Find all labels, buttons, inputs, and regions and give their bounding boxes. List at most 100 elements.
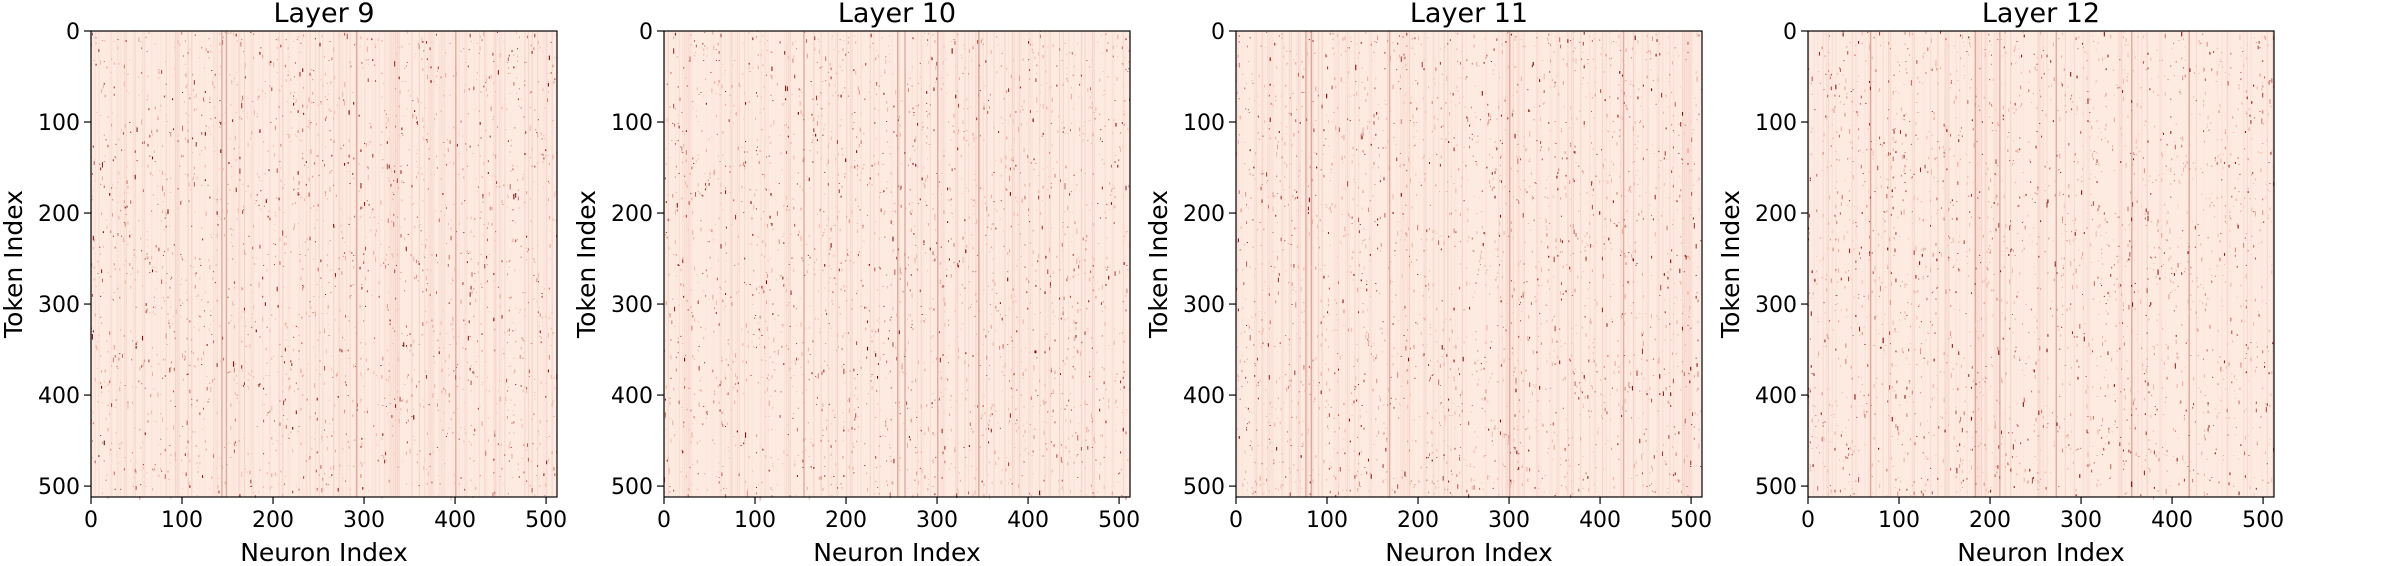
activation-cell xyxy=(735,377,737,379)
activation-cell xyxy=(838,211,840,213)
activation-cell xyxy=(1070,122,1072,124)
activation-cell xyxy=(233,324,235,329)
activation-cell xyxy=(512,164,514,167)
activation-cell xyxy=(457,335,459,337)
neuron-column-shade xyxy=(995,31,996,497)
activation-cell xyxy=(255,200,257,202)
activation-cell xyxy=(545,154,547,157)
activation-cell xyxy=(160,413,162,415)
activation-cell xyxy=(373,425,375,427)
activation-cell xyxy=(396,249,398,251)
activation-cell xyxy=(753,270,755,272)
activation-cell xyxy=(243,385,245,387)
activation-cell xyxy=(545,149,547,152)
activation-cell xyxy=(477,263,479,266)
activation-cell xyxy=(1029,424,1031,426)
activation-cell xyxy=(162,358,164,361)
heatmap-cells xyxy=(91,31,558,501)
activation-cell xyxy=(871,374,873,376)
neuron-column-shade xyxy=(1113,31,1115,497)
activation-cell xyxy=(320,101,322,102)
activation-cell xyxy=(536,132,538,133)
activation-cell xyxy=(732,64,734,66)
activation-cell xyxy=(882,152,884,154)
activation-cell xyxy=(1077,476,1079,478)
activation-cell xyxy=(436,403,438,407)
activation-cell xyxy=(109,193,111,196)
activation-cell xyxy=(469,251,471,254)
activation-cell xyxy=(497,390,499,392)
activation-cell xyxy=(458,438,460,440)
activation-cell xyxy=(144,258,146,260)
activation-cell xyxy=(867,393,869,395)
activation-cell xyxy=(415,116,418,120)
activation-cell xyxy=(475,298,477,303)
activation-cell xyxy=(856,398,859,400)
activation-cell xyxy=(308,177,310,182)
activation-cell xyxy=(1064,318,1066,321)
activation-cell xyxy=(352,260,354,262)
activation-cell xyxy=(910,228,912,233)
activation-cell xyxy=(243,310,245,314)
activation-cell xyxy=(995,461,997,466)
activation-cell xyxy=(480,323,482,325)
activation-cell xyxy=(824,172,826,173)
activation-cell xyxy=(329,41,331,42)
activation-cell xyxy=(770,272,772,274)
activation-cell xyxy=(917,104,920,106)
activation-cell xyxy=(669,316,671,318)
activation-cell xyxy=(511,454,513,459)
activation-cell xyxy=(981,480,983,483)
activation-cell xyxy=(752,233,754,236)
activation-cell xyxy=(883,342,885,345)
activation-cell xyxy=(932,251,934,255)
activation-cell xyxy=(195,142,197,147)
activation-cell xyxy=(339,464,341,467)
activation-cell xyxy=(669,313,671,317)
activation-cell xyxy=(112,299,114,301)
activation-cell xyxy=(852,298,854,300)
activation-cell xyxy=(440,210,442,213)
activation-cell xyxy=(734,445,737,447)
activation-cell xyxy=(326,82,328,84)
activation-cell xyxy=(1092,275,1094,279)
strong-neuron-column xyxy=(225,31,228,497)
activation-cell xyxy=(923,243,925,244)
activation-cell xyxy=(1028,280,1030,284)
activation-cell xyxy=(950,428,952,432)
activation-cell xyxy=(854,35,856,37)
activation-cell xyxy=(1080,169,1082,172)
activation-cell xyxy=(306,368,308,370)
activation-cell xyxy=(1069,456,1072,458)
activation-cell xyxy=(934,40,936,43)
activation-cell xyxy=(1029,110,1031,113)
activation-cell xyxy=(101,492,104,495)
activation-cell xyxy=(943,210,945,214)
activation-cell xyxy=(841,365,843,368)
activation-cell xyxy=(390,183,392,187)
neuron-column-shade xyxy=(298,31,300,497)
activation-cell xyxy=(847,51,849,53)
activation-cell xyxy=(469,457,471,459)
activation-cell xyxy=(864,465,866,467)
activation-cell xyxy=(846,215,848,218)
activation-cell xyxy=(165,212,167,216)
activation-cell xyxy=(470,443,472,447)
activation-cell xyxy=(1008,88,1010,92)
activation-cell xyxy=(374,216,376,218)
neuron-column-shade xyxy=(262,31,264,497)
activation-cell xyxy=(220,198,222,201)
activation-cell xyxy=(239,179,241,181)
activation-cell xyxy=(517,196,519,201)
activation-cell xyxy=(203,325,205,327)
activation-cell xyxy=(483,31,485,37)
activation-cell xyxy=(536,244,539,246)
activation-cell xyxy=(388,479,390,483)
activation-cell xyxy=(718,476,720,478)
activation-cell xyxy=(982,405,984,407)
activation-cell xyxy=(782,102,784,106)
activation-cell xyxy=(1049,87,1051,89)
activation-cell xyxy=(433,330,435,333)
activation-cell xyxy=(107,272,109,274)
activation-cell xyxy=(216,412,218,415)
